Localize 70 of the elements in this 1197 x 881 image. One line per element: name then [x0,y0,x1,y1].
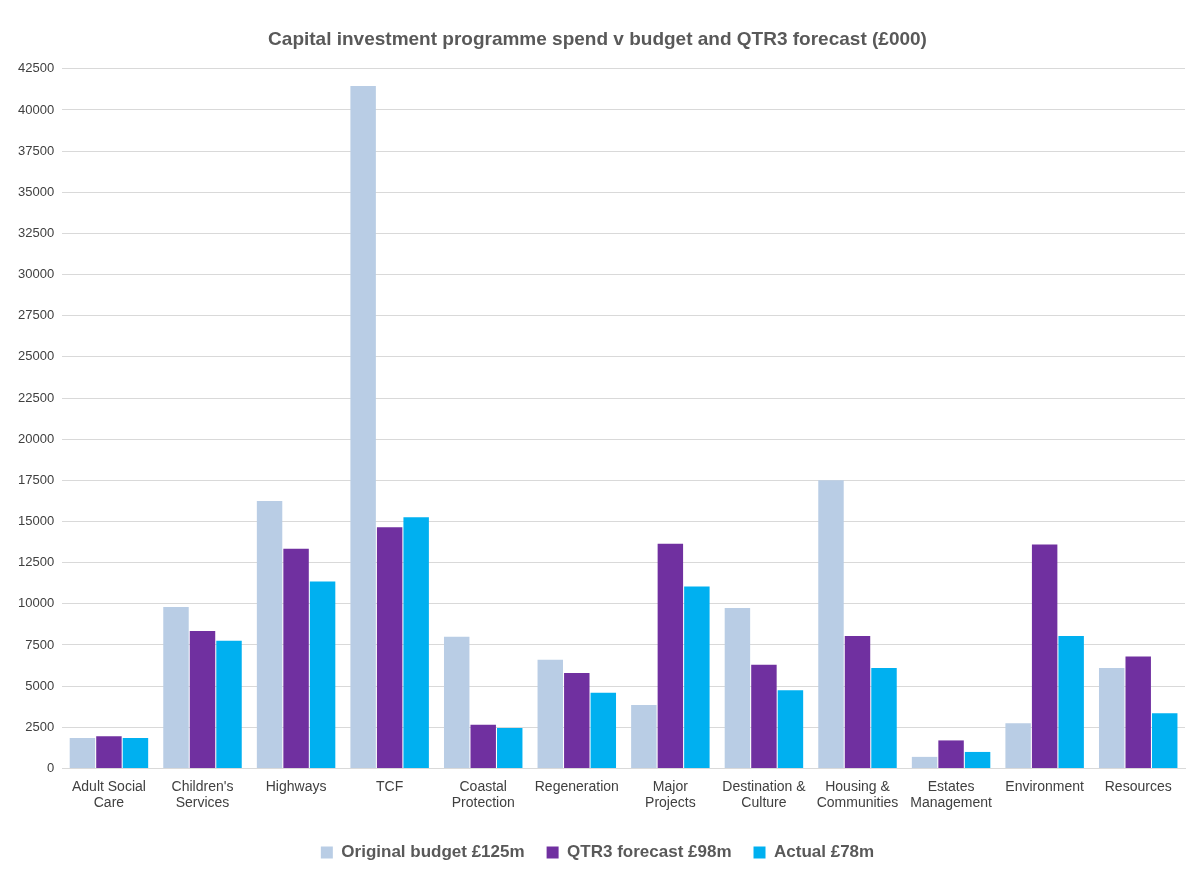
y-tick-label: 0 [46,759,55,775]
bar [964,751,991,768]
y-tick-label: 17500 [17,471,55,487]
y-tick-label: 35000 [17,183,55,199]
y-tick-label: 32500 [17,224,55,240]
bar [751,664,777,768]
bar [256,500,283,768]
bar [631,705,657,768]
bar [309,581,336,768]
bar [911,756,938,768]
bar [443,636,470,768]
y-tick-label: 22500 [17,389,55,405]
bar [1152,713,1178,768]
x-tick-label: Regeneration [534,777,619,794]
x-tick-label: Highways [265,777,327,794]
y-tick-label: 40000 [17,101,55,117]
chart-title: Capital investment programme spend v budget and QTR3 forecast (£000) [268,27,927,49]
bar [497,728,523,768]
bar [657,543,684,768]
bar [216,640,242,768]
x-tick-label: TCF [376,777,404,794]
x-tick-label: Environment [1005,777,1085,794]
bar [376,527,403,768]
bar [938,740,964,768]
y-tick-label: 20000 [17,430,55,446]
bar [1058,635,1084,768]
x-tick-label: Estates Management [910,777,993,811]
bar [189,630,216,768]
x-tick-label: Coastal Protection [451,777,515,811]
x-tick-label: Housing & Communities [816,777,899,811]
x-tick-label: Children's Services [171,777,234,811]
bar [564,672,590,768]
y-tick-label: 15000 [17,513,55,529]
bar [871,667,897,768]
y-tick-label: 7500 [25,636,55,652]
legend-label: Actual £78m [774,842,875,862]
legend-label: Original budget £125m [341,842,525,862]
bar [818,480,844,768]
bar [96,736,122,768]
x-tick-label: Major Projects [645,777,696,811]
y-tick-label: 42500 [17,60,55,76]
bar [163,607,189,768]
x-tick-label: Resources [1104,777,1172,794]
y-tick-label: 37500 [17,142,55,158]
y-tick-label: 25000 [17,348,55,364]
bar [777,690,804,768]
bar [724,607,751,768]
y-tick-label: 27500 [17,307,55,323]
bar [1031,544,1058,768]
bar [470,724,496,768]
bar [1098,667,1125,768]
bar [283,548,309,768]
bar [1005,723,1031,768]
legend-label: QTR3 forecast £98m [567,842,732,862]
bar [350,86,376,768]
bar [403,517,429,768]
y-tick-label: 2500 [25,718,55,734]
y-tick-label: 10000 [17,595,55,611]
x-tick-label: Destination & Culture [722,777,807,811]
x-tick-label: Adult Social Care [71,777,146,811]
bar [69,737,96,768]
bar [537,659,563,768]
bar [590,692,617,768]
bar [1125,656,1151,768]
y-tick-label: 30000 [17,266,55,282]
bar [844,635,871,768]
bar [122,737,149,768]
bar [684,586,710,768]
y-tick-label: 5000 [25,677,55,693]
y-tick-label: 12500 [17,554,55,570]
